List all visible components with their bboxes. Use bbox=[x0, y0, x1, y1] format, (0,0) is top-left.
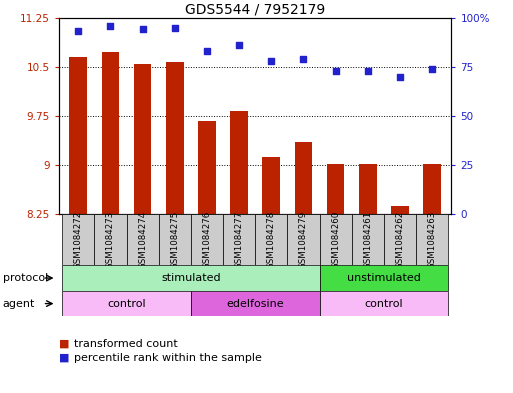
Bar bbox=[320, 291, 448, 316]
Text: stimulated: stimulated bbox=[161, 273, 221, 283]
Bar bbox=[62, 214, 94, 265]
Bar bbox=[191, 214, 223, 265]
Bar bbox=[287, 214, 320, 265]
Bar bbox=[62, 265, 320, 291]
Title: GDS5544 / 7952179: GDS5544 / 7952179 bbox=[185, 2, 325, 17]
Text: GSM1084275: GSM1084275 bbox=[170, 211, 180, 269]
Text: GSM1084273: GSM1084273 bbox=[106, 211, 115, 269]
Bar bbox=[230, 111, 248, 214]
Point bbox=[139, 26, 147, 33]
Text: GSM1084277: GSM1084277 bbox=[234, 211, 244, 269]
Point bbox=[171, 24, 179, 31]
Point bbox=[331, 68, 340, 74]
Text: percentile rank within the sample: percentile rank within the sample bbox=[74, 353, 262, 363]
Bar bbox=[69, 57, 87, 214]
Bar bbox=[198, 121, 216, 214]
Bar bbox=[62, 291, 191, 316]
Bar bbox=[416, 214, 448, 265]
Text: control: control bbox=[365, 299, 403, 309]
Text: unstimulated: unstimulated bbox=[347, 273, 421, 283]
Text: protocol: protocol bbox=[3, 273, 48, 283]
Bar bbox=[294, 142, 312, 214]
Bar bbox=[391, 206, 409, 214]
Point bbox=[203, 48, 211, 54]
Text: GSM1084262: GSM1084262 bbox=[396, 211, 404, 269]
Text: GSM1084279: GSM1084279 bbox=[299, 211, 308, 269]
Text: transformed count: transformed count bbox=[74, 339, 178, 349]
Bar bbox=[159, 214, 191, 265]
Bar bbox=[327, 164, 345, 214]
Text: GSM1084276: GSM1084276 bbox=[203, 211, 211, 269]
Bar bbox=[127, 214, 159, 265]
Text: ■: ■ bbox=[59, 353, 69, 363]
Point bbox=[74, 28, 83, 35]
Text: GSM1084274: GSM1084274 bbox=[138, 211, 147, 269]
Text: control: control bbox=[107, 299, 146, 309]
Bar bbox=[320, 265, 448, 291]
Point bbox=[300, 56, 308, 62]
Point bbox=[267, 58, 275, 64]
Text: edelfosine: edelfosine bbox=[226, 299, 284, 309]
Text: GSM1084263: GSM1084263 bbox=[428, 211, 437, 269]
Bar bbox=[134, 64, 151, 214]
Bar bbox=[191, 291, 320, 316]
Bar bbox=[359, 164, 377, 214]
Text: GSM1084272: GSM1084272 bbox=[74, 211, 83, 269]
Bar bbox=[94, 214, 127, 265]
Point bbox=[396, 73, 404, 80]
Point bbox=[428, 66, 436, 72]
Point bbox=[364, 68, 372, 74]
Text: ■: ■ bbox=[59, 339, 69, 349]
Text: GSM1084278: GSM1084278 bbox=[267, 211, 276, 269]
Text: agent: agent bbox=[3, 299, 35, 309]
Bar bbox=[255, 214, 287, 265]
Bar bbox=[223, 214, 255, 265]
Bar bbox=[166, 62, 184, 214]
Bar bbox=[384, 214, 416, 265]
Text: GSM1084260: GSM1084260 bbox=[331, 211, 340, 269]
Text: GSM1084261: GSM1084261 bbox=[363, 211, 372, 269]
Bar bbox=[102, 52, 120, 214]
Bar bbox=[263, 157, 280, 214]
Point bbox=[106, 22, 114, 29]
Bar bbox=[320, 214, 352, 265]
Point bbox=[235, 42, 243, 48]
Bar bbox=[423, 164, 441, 214]
Bar bbox=[352, 214, 384, 265]
